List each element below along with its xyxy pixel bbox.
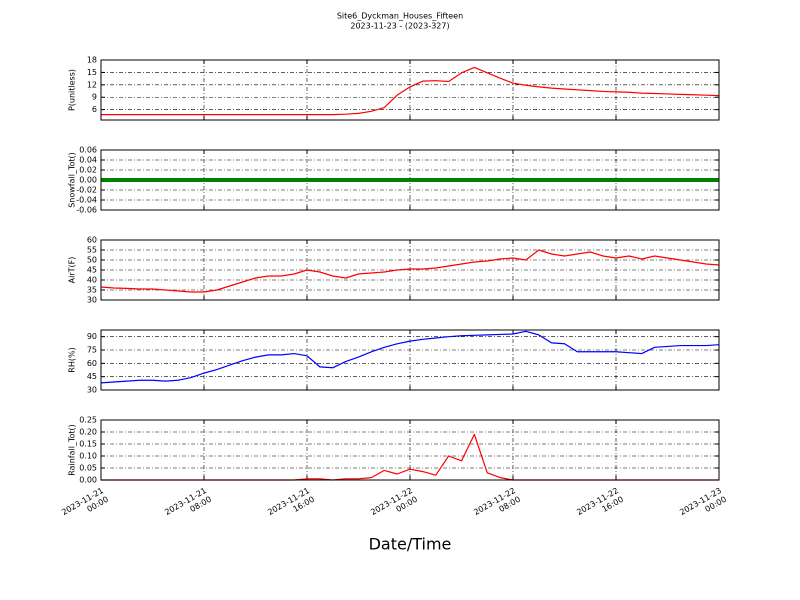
y-tick-label: 45 [87, 372, 97, 381]
plot-frame [100, 239, 720, 301]
subtitle: 2023-11-23 - (2023-327) [350, 22, 449, 31]
y-tick-label: 40 [87, 276, 97, 285]
y-tick-label: 0.06 [79, 146, 97, 155]
y-tick-label: 55 [87, 246, 97, 255]
plot-frame [100, 149, 720, 211]
y-tick-label: 0.00 [79, 176, 97, 185]
y-tick-label: 0.20 [79, 428, 97, 437]
y-tick-label: 60 [87, 359, 97, 368]
plot-frame [100, 419, 720, 481]
y-axis-label: AirT(F) [68, 257, 77, 284]
y-axis-label: P(unitless) [68, 69, 77, 111]
y-tick-label: -0.06 [76, 206, 97, 215]
y-tick-label: 0.05 [79, 464, 97, 473]
data-line [100, 249, 720, 293]
y-tick-label: 0.04 [79, 156, 97, 165]
y-tick-label: 35 [87, 286, 97, 295]
y-tick-label: 0.25 [79, 416, 97, 425]
y-tick-label: 9 [92, 93, 97, 102]
y-axis-label: Rainfall_Tot() [68, 424, 77, 476]
y-tick-label: -0.02 [76, 186, 97, 195]
x-axis-label: Date/Time [369, 535, 452, 554]
y-tick-label: 30 [87, 296, 97, 305]
y-tick-label: 18 [87, 56, 97, 65]
y-tick-label: 0.15 [79, 440, 97, 449]
y-tick-label: -0.04 [76, 196, 97, 205]
y-axis-label: Snowfall_Tot() [68, 152, 77, 208]
y-tick-label: 0.00 [79, 476, 97, 485]
y-tick-label: 12 [87, 80, 97, 89]
plot-frame [100, 329, 720, 391]
y-axis-label: RH(%) [68, 347, 77, 372]
y-tick-label: 75 [87, 346, 97, 355]
y-tick-label: 45 [87, 266, 97, 275]
y-tick-label: 15 [87, 68, 97, 77]
plot-frame [100, 59, 720, 121]
y-tick-label: 50 [87, 256, 97, 265]
data-line [100, 330, 720, 384]
y-tick-label: 60 [87, 236, 97, 245]
y-tick-label: 0.10 [79, 452, 97, 461]
y-tick-label: 0.02 [79, 166, 97, 175]
y-tick-label: 6 [92, 105, 97, 114]
title: Site6_Dyckman_Houses_Fifteen [337, 12, 463, 21]
y-tick-label: 90 [87, 332, 97, 341]
data-line [101, 66, 720, 116]
y-tick-label: 30 [87, 386, 97, 395]
